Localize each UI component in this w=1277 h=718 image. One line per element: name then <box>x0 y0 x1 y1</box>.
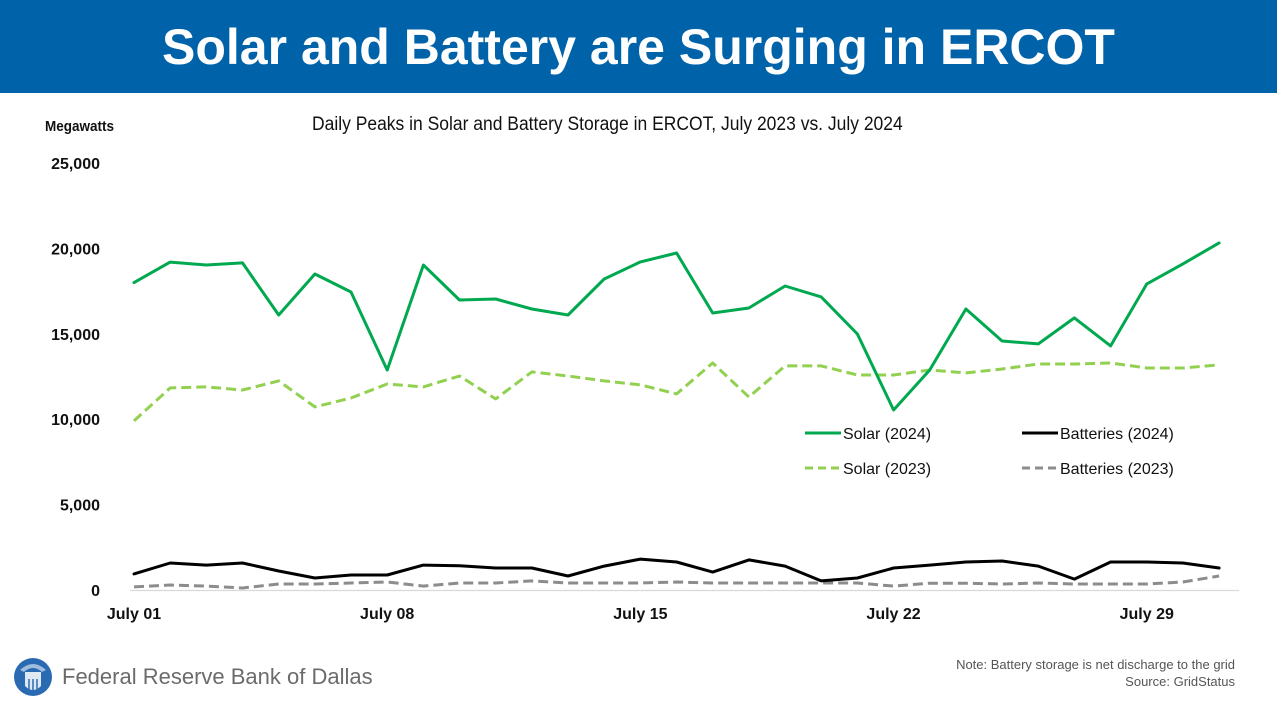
legend-item: Batteries (2024) <box>1022 426 1174 443</box>
fed-logo: Federal Reserve Bank of Dallas <box>12 656 373 698</box>
y-axis: 0 5,000 10,000 15,000 20,000 25,000 <box>51 156 100 600</box>
legend-label: Solar (2024) <box>843 426 931 443</box>
legend-label: Batteries (2023) <box>1060 461 1174 478</box>
x-axis: July 01 July 08 July 15 July 22 July 29 <box>107 606 1174 623</box>
series-line-solar-2023 <box>132 361 1220 423</box>
series-line-batteries-2024 <box>132 557 1221 583</box>
y-tick-label: 25,000 <box>51 156 100 173</box>
y-tick-label: 5,000 <box>60 498 100 515</box>
legend-label: Solar (2023) <box>843 461 931 478</box>
eagle-seal-icon <box>14 658 52 696</box>
legend-item: Solar (2024) <box>805 426 931 443</box>
x-tick-label: July 29 <box>1120 606 1174 623</box>
legend: Solar (2024) Batteries (2024) Solar (2023)… <box>805 426 1174 478</box>
legend-item: Solar (2023) <box>805 461 931 478</box>
y-axis-label: Megawatts <box>45 118 115 135</box>
note-text: Note: Battery storage is net discharge t… <box>956 657 1235 672</box>
title-banner: Solar and Battery are Surging in ERCOT <box>0 0 1277 93</box>
y-tick-label: 20,000 <box>51 241 100 258</box>
y-tick-label: 15,000 <box>51 327 100 344</box>
x-tick-label: July 01 <box>107 606 161 623</box>
org-name: Federal Reserve Bank of Dallas <box>62 664 373 689</box>
series-layer <box>132 241 1221 590</box>
x-tick-label: July 08 <box>360 606 414 623</box>
chart-notes: Note: Battery storage is net discharge t… <box>956 656 1235 690</box>
banner-title: Solar and Battery are Surging in ERCOT <box>162 18 1115 75</box>
chart-title: Daily Peaks in Solar and Battery Storage… <box>312 114 903 135</box>
source-text: Source: GridStatus <box>1125 674 1235 689</box>
legend-label: Batteries (2024) <box>1060 426 1174 443</box>
y-tick-label: 10,000 <box>51 412 100 429</box>
x-tick-label: July 22 <box>866 606 920 623</box>
legend-item: Batteries (2023) <box>1022 461 1174 478</box>
x-tick-label: July 15 <box>613 606 667 623</box>
y-tick-label: 0 <box>91 583 100 600</box>
series-line-solar-2024 <box>132 241 1221 412</box>
series-line-batteries-2023 <box>133 574 1220 590</box>
